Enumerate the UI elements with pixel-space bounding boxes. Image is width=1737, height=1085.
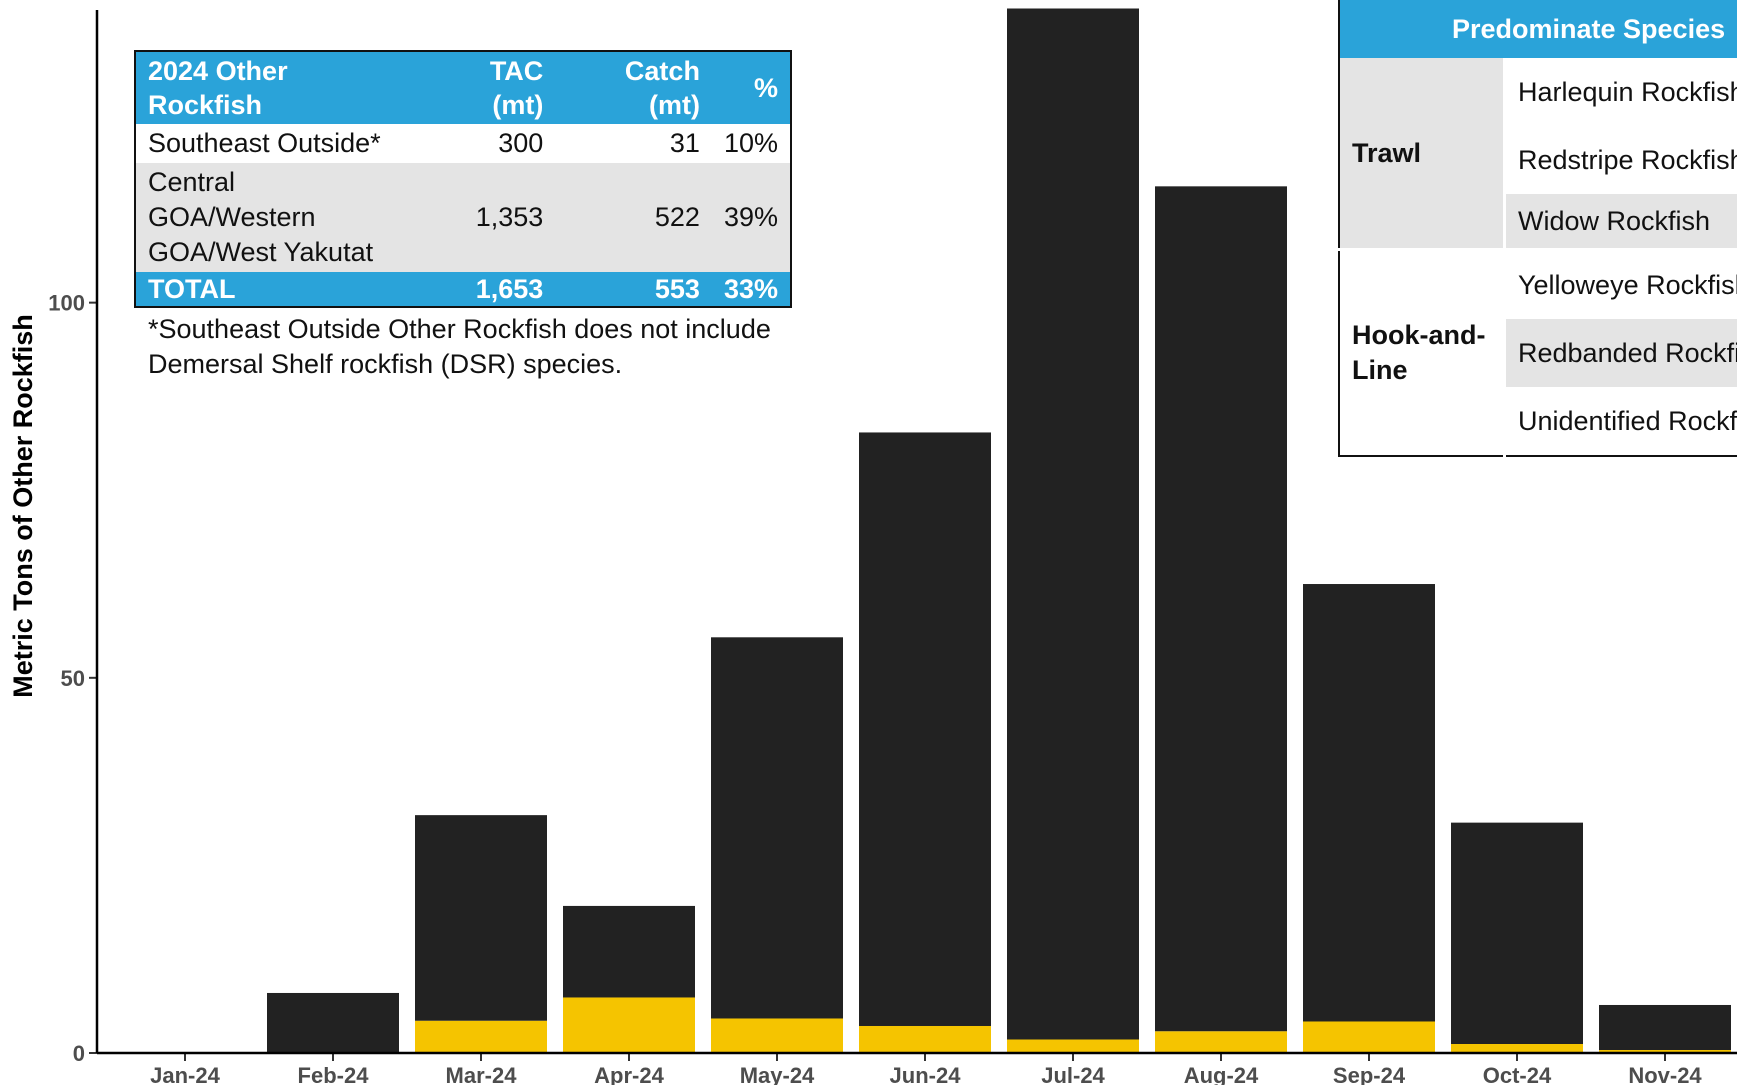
x-tick-label: Jan-24 [150,1063,220,1085]
bar-may-24-segment-0 [711,1018,843,1053]
bar-nov-24-segment-0 [1599,1049,1731,1053]
species-row: Widow Rockfish [1339,194,1737,250]
summary-total-catch: 553 [555,272,712,307]
x-tick-label: Nov-24 [1628,1063,1702,1085]
bar-may-24-segment-1 [711,637,843,1019]
y-tick-label: 50 [61,666,85,691]
bar-nov-24-segment-1 [1599,1004,1731,1050]
bar-oct-24-segment-1 [1451,822,1583,1044]
species-name: Yelloweye Rockfish [1504,248,1737,319]
summary-header-catch: Catch (mt) [555,51,712,124]
bar-jun-24-segment-0 [859,1025,991,1053]
summary-row: Southeast Outside* 300 31 10% [135,124,791,163]
bar-sep-24-segment-0 [1303,1021,1435,1053]
species-row: Redstripe Rockfish [1339,126,1737,194]
gear-type-label: Trawl [1339,58,1506,250]
species-row: Redbanded Rockfish [1339,319,1737,387]
summary-row-pct: 39% [711,163,791,272]
bar-mar-24-segment-1 [415,815,547,1021]
y-tick-label: 0 [73,1041,85,1066]
summary-total-name: TOTAL [135,272,420,307]
summary-total-row: TOTAL 1,653 553 33% [135,272,791,307]
species-row: Trawl Harlequin Rockfish [1339,58,1737,250]
bar-apr-24-segment-1 [563,905,695,998]
bar-mar-24-segment-0 [415,1020,547,1053]
bar-jul-24-segment-1 [1007,8,1139,1040]
species-header: Predominate Species [1339,0,1737,58]
x-tick-label: Feb-24 [298,1063,370,1085]
y-tick-label: 100 [48,291,85,316]
x-tick-label: Apr-24 [594,1063,664,1085]
x-tick-label: Jul-24 [1041,1063,1105,1085]
summary-total-pct: 33% [711,272,791,307]
summary-header-tac: TAC (mt) [420,51,556,124]
species-header-row: Predominate Species [1339,0,1737,58]
x-tick-label: Jun-24 [890,1063,962,1085]
summary-row-tac: 1,353 [420,163,556,272]
bar-apr-24-segment-0 [563,997,695,1053]
summary-total-tac: 1,653 [420,272,556,307]
summary-row: Central GOA/Western GOA/West Yakutat 1,3… [135,163,791,272]
bar-feb-24-segment-1 [267,992,399,1053]
species-name: Unidentified Rockfish [1504,387,1737,456]
summary-row-name: Central GOA/Western GOA/West Yakutat [135,163,420,272]
species-name: Redbanded Rockfish [1504,319,1737,387]
species-row: Unidentified Rockfish [1339,387,1737,456]
predominate-species-table: Predominate Species Trawl Harlequin Rock… [1338,0,1737,457]
summary-row-catch: 522 [555,163,712,272]
bar-sep-24-segment-1 [1303,584,1435,1022]
summary-row-name: Southeast Outside* [135,124,420,163]
y-axis-ticks: 0 50 100 [48,291,97,1066]
species-name: Harlequin Rockfish [1504,58,1737,126]
bar-layer [267,8,1731,1053]
species-name: Redstripe Rockfish [1504,126,1737,194]
y-axis-title: Metric Tons of Other Rockfish [8,314,38,698]
summary-row-tac: 300 [420,124,556,163]
x-tick-label: May-24 [740,1063,815,1085]
x-tick-label: Oct-24 [1483,1063,1552,1085]
x-tick-label: Sep-24 [1333,1063,1406,1085]
summary-header-row: 2024 Other Rockfish TAC (mt) Catch (mt) … [135,51,791,124]
x-tick-label: Mar-24 [446,1063,518,1085]
summary-footnote: *Southeast Outside Other Rockfish does n… [148,314,771,379]
x-axis-ticks: Jan-24 Feb-24 Mar-24 Apr-24 May-24 Jun-24 Jul-… [150,1053,1702,1085]
bar-jun-24-segment-1 [859,432,991,1026]
species-row: Hook-and-Line Yelloweye Rockfish [1339,248,1737,456]
species-name: Widow Rockfish [1504,194,1737,250]
catch-summary-table: 2024 Other Rockfish TAC (mt) Catch (mt) … [134,50,792,308]
bar-aug-24-segment-0 [1155,1031,1287,1053]
bar-oct-24-segment-0 [1451,1043,1583,1053]
bar-jul-24-segment-0 [1007,1039,1139,1053]
summary-row-pct: 10% [711,124,791,163]
summary-header-name: 2024 Other Rockfish [135,51,420,124]
x-tick-label: Aug-24 [1184,1063,1259,1085]
summary-header-pct: % [711,51,791,124]
summary-row-catch: 31 [555,124,712,163]
gear-type-label: Hook-and-Line [1339,248,1506,456]
bar-aug-24-segment-1 [1155,186,1287,1032]
